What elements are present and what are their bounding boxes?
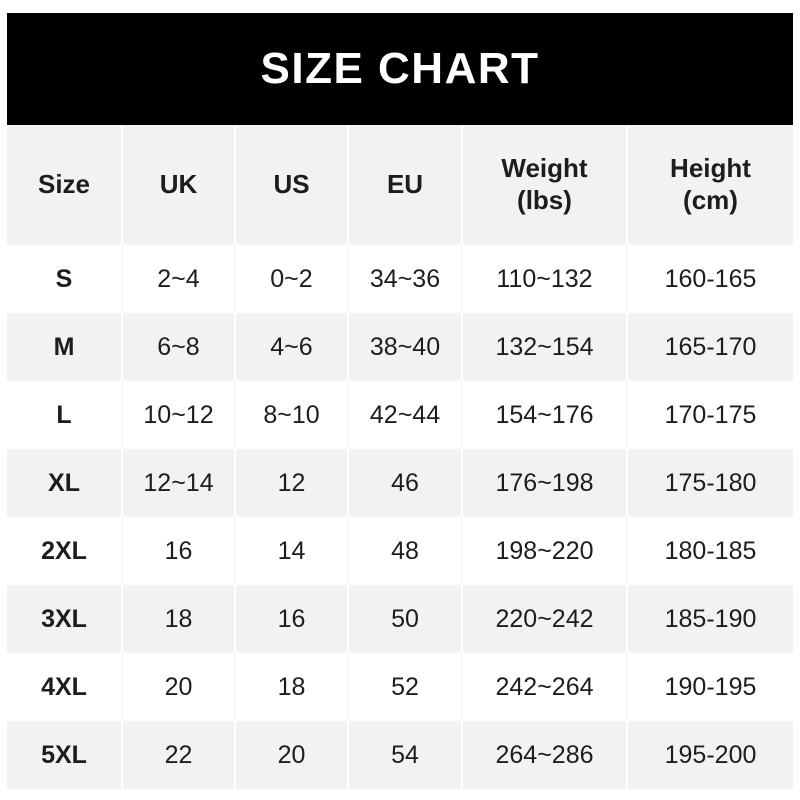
cell-weight: 264~286 [462, 721, 628, 789]
column-header-uk-label: UK [159, 169, 198, 200]
cell-size: M [7, 313, 123, 381]
cell-size: 3XL [7, 585, 123, 653]
cell-eu: 38~40 [348, 313, 463, 381]
cell-us: 18 [235, 653, 349, 721]
cell-weight: 154~176 [462, 381, 628, 449]
column-header-weight: Weight (lbs) [462, 125, 628, 245]
table-row: 3XL 18 16 50 220~242 185-190 [7, 585, 793, 653]
cell-uk: 22 [122, 721, 236, 789]
table-row: 4XL 20 18 52 242~264 190-195 [7, 653, 793, 721]
cell-size: 2XL [7, 517, 123, 585]
cell-size: 5XL [7, 721, 123, 789]
table-row: S 2~4 0~2 34~36 110~132 160-165 [7, 245, 793, 313]
cell-weight: 220~242 [462, 585, 628, 653]
cell-weight: 242~264 [462, 653, 628, 721]
cell-eu: 50 [348, 585, 463, 653]
column-header-weight-unit: (lbs) [517, 185, 572, 215]
cell-weight: 176~198 [462, 449, 628, 517]
cell-size: XL [7, 449, 123, 517]
cell-us: 0~2 [235, 245, 349, 313]
cell-height: 175-180 [627, 449, 793, 517]
table-header: Size UK US EU Weight (lbs) Height (cm) [7, 125, 793, 245]
cell-height: 190-195 [627, 653, 793, 721]
cell-uk: 16 [122, 517, 236, 585]
cell-eu: 42~44 [348, 381, 463, 449]
cell-uk: 6~8 [122, 313, 236, 381]
cell-eu: 54 [348, 721, 463, 789]
column-header-us: US [235, 125, 349, 245]
page-title: SIZE CHART [260, 44, 540, 93]
size-chart-table: Size UK US EU Weight (lbs) Height (cm) [7, 125, 793, 789]
cell-uk: 12~14 [122, 449, 236, 517]
table-header-row: Size UK US EU Weight (lbs) Height (cm) [7, 125, 793, 245]
table-row: XL 12~14 12 46 176~198 175-180 [7, 449, 793, 517]
cell-weight: 198~220 [462, 517, 628, 585]
cell-eu: 48 [348, 517, 463, 585]
table-body: S 2~4 0~2 34~36 110~132 160-165 M 6~8 4~… [7, 245, 793, 789]
cell-us: 4~6 [235, 313, 349, 381]
column-header-us-label: US [273, 169, 310, 200]
cell-height: 185-190 [627, 585, 793, 653]
cell-weight: 132~154 [462, 313, 628, 381]
cell-height: 170-175 [627, 381, 793, 449]
table-row: M 6~8 4~6 38~40 132~154 165-170 [7, 313, 793, 381]
cell-height: 195-200 [627, 721, 793, 789]
page-title-bar: SIZE CHART [7, 13, 793, 125]
table-row: 5XL 22 20 54 264~286 195-200 [7, 721, 793, 789]
column-header-height-unit: (cm) [683, 185, 738, 215]
cell-eu: 52 [348, 653, 463, 721]
cell-uk: 18 [122, 585, 236, 653]
cell-us: 20 [235, 721, 349, 789]
column-header-height-label: Height [670, 153, 751, 184]
cell-us: 12 [235, 449, 349, 517]
column-header-size: Size [7, 125, 123, 245]
cell-eu: 34~36 [348, 245, 463, 313]
cell-us: 14 [235, 517, 349, 585]
column-header-uk: UK [122, 125, 236, 245]
cell-size: L [7, 381, 123, 449]
cell-height: 165-170 [627, 313, 793, 381]
cell-size: 4XL [7, 653, 123, 721]
table-row: L 10~12 8~10 42~44 154~176 170-175 [7, 381, 793, 449]
column-header-height: Height (cm) [627, 125, 793, 245]
cell-uk: 2~4 [122, 245, 236, 313]
cell-height: 180-185 [627, 517, 793, 585]
column-header-weight-label: Weight [501, 153, 588, 184]
cell-size: S [7, 245, 123, 313]
cell-height: 160-165 [627, 245, 793, 313]
cell-us: 8~10 [235, 381, 349, 449]
column-header-eu: EU [348, 125, 463, 245]
column-header-size-label: Size [37, 169, 91, 200]
cell-eu: 46 [348, 449, 463, 517]
table-row: 2XL 16 14 48 198~220 180-185 [7, 517, 793, 585]
cell-uk: 10~12 [122, 381, 236, 449]
cell-us: 16 [235, 585, 349, 653]
cell-uk: 20 [122, 653, 236, 721]
column-header-eu-label: EU [386, 169, 424, 200]
cell-weight: 110~132 [462, 245, 628, 313]
